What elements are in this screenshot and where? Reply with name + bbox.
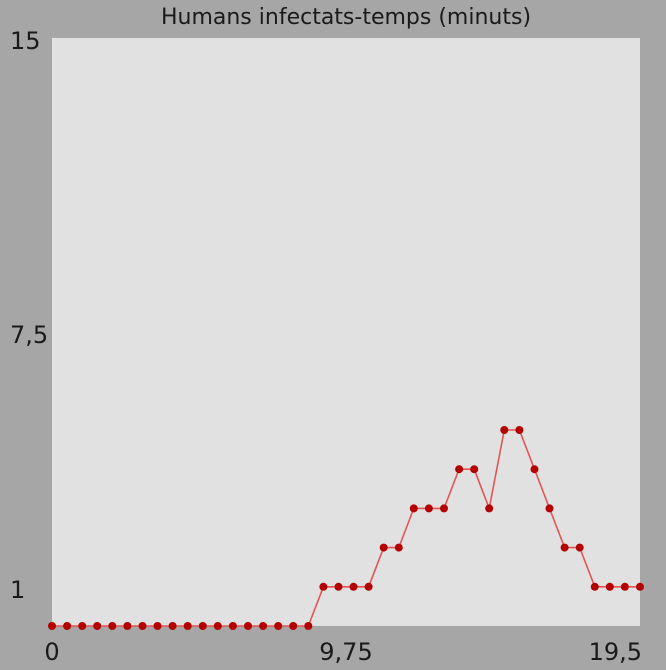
data-point — [409, 504, 418, 513]
data-point — [228, 622, 237, 630]
x-tick-label: 0 — [44, 638, 59, 666]
data-point — [48, 622, 56, 630]
data-point — [319, 582, 328, 591]
x-tick-label: 9,75 — [319, 638, 372, 666]
x-tick-label: 19,5 — [589, 638, 642, 666]
data-point — [304, 622, 313, 630]
data-point — [274, 622, 283, 630]
data-point — [440, 504, 448, 513]
data-point — [394, 543, 403, 552]
data-point — [485, 504, 494, 513]
y-tick-label: 1 — [10, 576, 25, 604]
data-point — [560, 543, 569, 552]
data-point — [153, 622, 162, 630]
data-point — [168, 622, 177, 630]
y-axis-tick-labels: 1 7,5 15 — [10, 27, 48, 604]
data-point — [123, 622, 132, 630]
x-axis-tick-labels: 0 9,75 19,5 — [44, 638, 642, 666]
data-point — [183, 622, 192, 630]
data-point — [259, 622, 268, 630]
data-point — [93, 622, 102, 630]
data-point — [364, 582, 373, 591]
data-point — [620, 582, 629, 591]
data-point — [470, 465, 479, 474]
data-point — [424, 504, 433, 513]
data-point — [500, 426, 509, 434]
data-point — [289, 622, 298, 630]
data-point — [78, 622, 87, 630]
data-point — [349, 582, 358, 591]
data-point — [108, 622, 117, 630]
data-point — [575, 543, 584, 552]
data-point — [515, 426, 524, 434]
data-point — [138, 622, 147, 630]
data-point — [590, 582, 599, 591]
data-point — [213, 622, 222, 630]
data-point — [636, 582, 644, 591]
chart-title: Humans infectats-temps (minuts) — [161, 5, 531, 30]
plot-area — [52, 38, 640, 626]
data-point — [198, 622, 207, 630]
y-tick-label: 7,5 — [10, 321, 48, 349]
y-tick-label: 15 — [10, 27, 41, 55]
data-point — [334, 582, 343, 591]
data-point — [379, 543, 388, 552]
series-layer — [48, 426, 644, 630]
data-point — [530, 465, 539, 474]
data-point — [63, 622, 72, 630]
data-point — [455, 465, 464, 474]
data-point — [244, 622, 252, 630]
data-point — [545, 504, 554, 513]
data-point — [605, 582, 614, 591]
series-line — [52, 429, 640, 627]
